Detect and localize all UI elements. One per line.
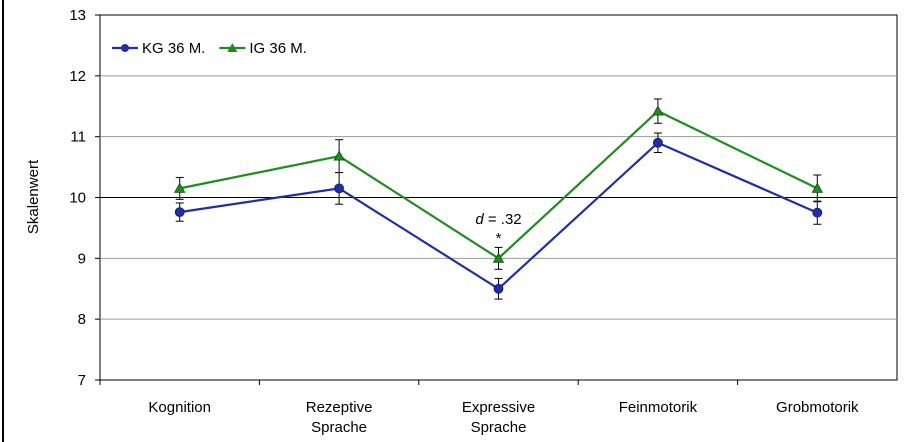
y-tick-label: 8 xyxy=(78,311,86,328)
data-point xyxy=(652,105,664,116)
y-tick-label: 11 xyxy=(70,129,86,146)
significance-marker: * xyxy=(496,230,502,247)
legend-marker xyxy=(121,44,129,52)
y-axis-label: Skalenwert xyxy=(25,159,42,234)
y-tick-label: 13 xyxy=(69,7,86,24)
series-group xyxy=(174,98,823,300)
data-point xyxy=(812,207,823,218)
y-tick-label: 12 xyxy=(69,68,86,85)
left-edge-line xyxy=(2,0,4,442)
effect-size-value: = .32 xyxy=(484,211,522,228)
legend-marker xyxy=(227,43,238,52)
y-tick-label: 7 xyxy=(78,372,86,389)
x-category-label: Kognition xyxy=(148,399,211,416)
x-category-label: Feinmotorik xyxy=(619,399,698,416)
y-tick-label: 10 xyxy=(69,190,86,207)
data-point xyxy=(174,207,185,218)
x-category-label: Grobmotorik xyxy=(776,399,859,416)
data-point xyxy=(653,137,663,148)
x-category-label: Rezeptive xyxy=(306,399,373,416)
data-point xyxy=(811,182,823,193)
data-point xyxy=(493,283,504,294)
legend-label: KG 36 M. xyxy=(142,40,205,57)
x-category-label: Sprache xyxy=(471,419,527,436)
legend: KG 36 M. IG 36 M. xyxy=(112,40,307,57)
x-axis-categories: Kognition Rezeptive Sprache Expressive Sprac… xyxy=(99,380,859,436)
effect-size-label: d = .32 xyxy=(475,211,521,228)
y-axis-ticks: 7 8 9 10 11 12 13 xyxy=(69,7,100,389)
legend-label: IG 36 M. xyxy=(249,40,307,57)
y-tick-label: 9 xyxy=(78,250,86,267)
x-category-label: Expressive xyxy=(462,399,535,416)
data-point xyxy=(334,183,345,194)
data-point xyxy=(174,182,186,193)
data-point xyxy=(492,252,505,263)
data-point xyxy=(333,150,345,161)
x-category-label: Sprache xyxy=(311,419,367,436)
annotations: d = .32 * xyxy=(475,211,521,247)
effect-size-symbol: d xyxy=(475,211,484,228)
